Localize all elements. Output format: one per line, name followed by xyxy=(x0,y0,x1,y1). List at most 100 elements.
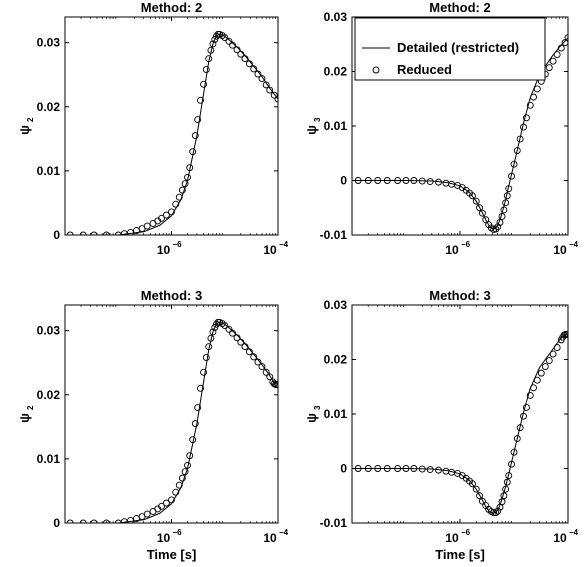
data-point-marker xyxy=(181,468,189,476)
data-point-marker xyxy=(490,509,498,517)
data-point-marker xyxy=(266,86,274,94)
data-point-marker xyxy=(553,51,561,59)
data-point-marker xyxy=(184,461,191,469)
data-point-marker xyxy=(66,231,74,235)
data-point-marker xyxy=(374,465,382,472)
data-point-marker xyxy=(270,91,278,99)
data-point-marker xyxy=(426,466,434,474)
x-tick-label-base: 10 xyxy=(553,531,567,545)
y-tick-label: -0.01 xyxy=(320,228,348,242)
data-point-marker xyxy=(502,485,510,493)
data-point-marker xyxy=(468,192,476,200)
plot-title: Method: 3 xyxy=(429,288,490,303)
data-point-marker xyxy=(505,472,513,480)
data-point-marker xyxy=(168,208,175,216)
data-point-marker xyxy=(541,363,549,371)
data-point-marker xyxy=(200,368,208,376)
data-point-marker xyxy=(197,384,204,392)
data-point-marker xyxy=(184,173,191,181)
data-point-marker xyxy=(520,412,527,420)
data-point-marker xyxy=(557,44,565,52)
data-point-marker xyxy=(526,101,534,109)
data-point-marker xyxy=(189,148,197,156)
data-point-marker xyxy=(245,348,253,356)
data-point-marker xyxy=(516,135,524,143)
data-point-marker xyxy=(158,214,165,222)
y-tick-label: 0.02 xyxy=(37,100,61,114)
data-point-marker xyxy=(503,192,511,200)
data-point-marker xyxy=(354,465,362,472)
data-point-marker xyxy=(143,222,151,230)
x-axis-label: Time [s] xyxy=(147,547,197,562)
data-point-marker xyxy=(476,492,483,500)
data-point-marker xyxy=(418,177,426,185)
data-point-marker xyxy=(472,485,480,493)
data-point-marker xyxy=(205,55,213,63)
data-point-marker xyxy=(502,199,510,207)
data-point-marker xyxy=(225,325,233,333)
y-axis-label-subscript: 2 xyxy=(26,405,35,410)
data-point-marker xyxy=(522,114,530,122)
plot-area xyxy=(65,318,278,523)
data-point-marker xyxy=(237,338,245,346)
data-point-marker xyxy=(258,75,266,83)
y-tick-label: 0.03 xyxy=(37,36,61,50)
data-point-marker xyxy=(225,37,233,45)
x-tick-label-exponent: −6 xyxy=(461,528,471,537)
data-point-marker xyxy=(496,219,504,226)
data-point-marker xyxy=(66,519,74,523)
data-point-marker xyxy=(537,369,545,377)
data-point-marker xyxy=(262,81,270,89)
data-point-marker xyxy=(274,381,278,388)
data-point-marker xyxy=(162,211,170,219)
y-axis-label: ψ3 xyxy=(304,117,322,135)
data-point-marker xyxy=(90,231,98,235)
series-line xyxy=(352,37,568,230)
data-point-marker xyxy=(233,334,241,342)
data-point-marker xyxy=(533,376,541,384)
data-point-marker xyxy=(79,231,87,235)
data-point-marker xyxy=(478,209,486,217)
y-axis-label-subscript: 3 xyxy=(313,405,322,410)
x-tick-label: 10 −6 xyxy=(157,528,182,545)
data-point-marker xyxy=(79,519,87,523)
y-axis-label: ψ3 xyxy=(304,405,322,423)
y-tick-label: 0.02 xyxy=(37,388,61,402)
data-point-marker xyxy=(209,328,217,336)
data-point-marker xyxy=(564,330,568,338)
data-point-marker xyxy=(194,404,202,412)
data-point-marker xyxy=(530,384,537,392)
data-point-marker xyxy=(549,57,557,65)
data-point-marker xyxy=(508,460,515,468)
x-tick-label-base: 10 xyxy=(445,243,459,257)
series-line xyxy=(65,33,278,235)
y-tick-label: 0.03 xyxy=(324,10,348,24)
data-point-marker xyxy=(237,50,245,58)
x-axis-label: Time [s] xyxy=(435,547,485,562)
data-point-marker xyxy=(426,178,434,186)
x-tick-label: 10 −4 xyxy=(553,528,578,545)
data-point-marker xyxy=(354,177,362,184)
y-tick-label: 0.02 xyxy=(324,65,348,79)
y-axis-label-subscript: 2 xyxy=(26,117,35,122)
data-point-marker xyxy=(254,70,262,78)
data-point-marker xyxy=(202,66,210,74)
data-point-marker xyxy=(197,96,204,104)
data-point-marker xyxy=(472,197,480,205)
data-point-marker xyxy=(394,465,402,472)
data-point-marker xyxy=(364,465,372,472)
data-point-marker xyxy=(191,420,199,428)
data-point-marker xyxy=(250,353,258,361)
y-tick-label: 0.02 xyxy=(324,353,348,367)
data-point-marker xyxy=(221,34,229,41)
data-point-marker xyxy=(513,147,521,154)
data-point-marker xyxy=(186,452,194,460)
plot-title: Method: 2 xyxy=(141,0,202,15)
y-axis-label-symbol: ψ xyxy=(17,413,32,423)
data-point-marker xyxy=(127,516,134,523)
